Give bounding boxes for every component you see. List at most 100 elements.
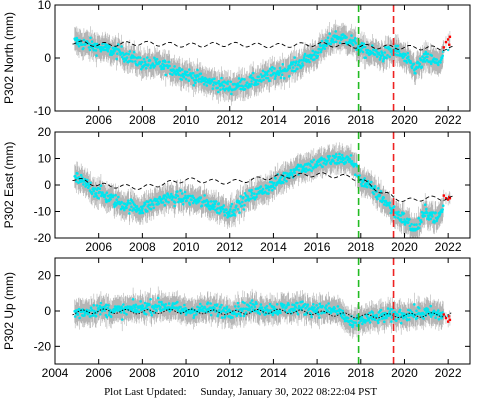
data-point-1-16 <box>381 53 384 57</box>
data-point-2-18 <box>403 218 406 221</box>
x-tick-label-3: 2016 <box>304 366 331 380</box>
data-point-1-2 <box>97 46 100 49</box>
recent-point-3-5 <box>448 318 452 322</box>
x-tick-label-2: 2018 <box>347 240 374 254</box>
data-point-3-18 <box>425 311 428 314</box>
data-point-1-8 <box>228 85 231 88</box>
data-points-3 <box>73 296 445 329</box>
x-tick-label-1: 2022 <box>435 113 462 127</box>
data-point-1-6 <box>184 73 188 77</box>
data-point-2-6 <box>184 197 188 200</box>
data-point-2-20 <box>425 210 428 213</box>
data-point-3-11 <box>294 306 297 309</box>
data-point-2-14 <box>350 159 354 163</box>
y-tick-label-1: 0 <box>44 51 51 65</box>
data-point-2-8 <box>228 210 231 213</box>
data-point-2-4 <box>141 207 144 211</box>
x-tick-label-1: 2014 <box>260 113 287 127</box>
recent-point-1-1 <box>442 46 445 49</box>
x-tick-label-3: 2014 <box>260 366 287 380</box>
data-point-1-4 <box>141 61 144 64</box>
x-tick-label-2: 2020 <box>391 240 418 254</box>
y-tick-label-1: 10 <box>38 0 52 12</box>
y-tick-label-2: -20 <box>34 231 52 245</box>
y-axis-label-1: P302 North (mm) <box>2 12 16 104</box>
data-point-2-1 <box>75 177 79 180</box>
x-tick-label-2: 2022 <box>435 240 462 254</box>
x-tick-label-1: 2018 <box>347 113 374 127</box>
x-tick-label-3: 2006 <box>85 366 112 380</box>
recent-point-3-2 <box>444 316 448 320</box>
data-point-2-11 <box>294 167 297 171</box>
data-point-2-5 <box>163 197 166 200</box>
data-point-2-16 <box>381 197 384 200</box>
x-tick-label-1: 2008 <box>129 113 156 127</box>
data-point-3-9 <box>250 306 253 309</box>
recent-point-2-5 <box>448 197 452 200</box>
x-tick-label-3: 2012 <box>216 366 243 380</box>
model-curve-1 <box>72 40 453 51</box>
panel-3: -20 0 20 2004 2006 2008 2010 2012 2014 2016 2018 20… <box>2 257 471 380</box>
plot-area-2 <box>72 132 453 238</box>
y-tick-label-3: 20 <box>38 269 52 283</box>
y-tick-label-2: 20 <box>38 125 52 139</box>
panel-1: -10 0 10 2006 2008 2010 2012 2014 2016 2018 2020 20… <box>2 0 471 127</box>
x-tick-label-3: 2018 <box>347 366 374 380</box>
recent-point-2-1 <box>442 194 445 197</box>
data-point-3-14 <box>350 323 354 327</box>
data-point-2-13 <box>337 157 341 160</box>
x-tick-label-1: 2006 <box>85 113 112 127</box>
data-point-3-8 <box>228 309 231 313</box>
model-curve-3 <box>72 308 453 319</box>
last-updated-label: Plot Last Updated: <box>98 386 193 398</box>
data-point-1-11 <box>294 64 297 67</box>
data-point-1-21 <box>446 48 450 52</box>
x-tick-label-2: 2006 <box>85 240 112 254</box>
plot-area-1 <box>72 5 453 111</box>
x-tick-label-3: 2008 <box>129 366 156 380</box>
x-tick-label-3: 2022 <box>435 366 462 380</box>
recent-point-2-2 <box>444 197 448 200</box>
data-point-1-12 <box>315 51 319 54</box>
data-point-2-19 <box>414 228 417 232</box>
data-point-1-20 <box>436 62 439 65</box>
data-point-1-3 <box>119 51 122 54</box>
x-tick-label-2: 2016 <box>304 240 331 254</box>
data-point-1-13 <box>333 35 336 38</box>
y-tick-label-2: 10 <box>38 152 52 166</box>
x-tick-label-2: 2010 <box>173 240 200 254</box>
y-tick-label-3: -20 <box>34 339 52 353</box>
recent-point-2-4 <box>448 195 451 199</box>
panel-2: -20 -10 0 10 20 2006 2008 2010 2012 2014 2016 2018 2… <box>2 125 471 254</box>
recent-point-1-5 <box>448 35 452 38</box>
x-tick-label-3: 2004 <box>42 366 69 380</box>
recent-point-2-3 <box>446 198 450 201</box>
y-tick-label-2: -10 <box>34 205 52 219</box>
data-point-1-1 <box>75 39 79 43</box>
recent-point-1-4 <box>448 43 451 46</box>
data-point-3-10 <box>272 308 275 311</box>
recent-point-1-3 <box>446 38 450 41</box>
x-tick-label-2: 2014 <box>260 240 287 254</box>
data-point-1-5 <box>163 65 166 68</box>
data-point-3-4 <box>141 306 144 309</box>
data-point-3-2 <box>97 308 100 311</box>
data-point-2-12 <box>315 162 319 165</box>
error-bars-1 <box>74 19 444 106</box>
data-point-1-17 <box>394 49 397 52</box>
data-point-3-7 <box>206 308 210 311</box>
y-axis-label-3: P302 Up (mm) <box>2 272 16 350</box>
x-tick-label-2: 2008 <box>129 240 156 254</box>
recent-point-1-2 <box>444 40 448 44</box>
data-point-3-5 <box>163 304 166 307</box>
recent-point-3-4 <box>448 315 451 318</box>
last-updated-timestamp: Sunday, January 30, 2022 08:22:04 PST <box>194 386 383 398</box>
data-point-1-18 <box>414 67 417 70</box>
data-point-2-7 <box>206 202 210 205</box>
data-point-2-10 <box>272 183 275 187</box>
x-tick-label-1: 2016 <box>304 113 331 127</box>
data-point-1-7 <box>206 81 210 84</box>
data-point-2-21 <box>436 218 439 221</box>
recent-point-3-1 <box>442 313 445 316</box>
